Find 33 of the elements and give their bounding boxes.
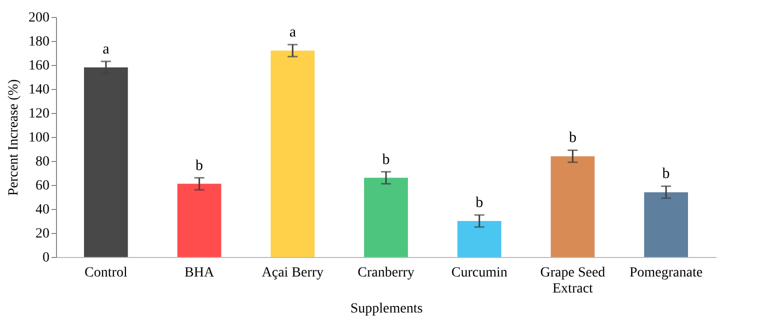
x-tick-label: Açai Berry — [262, 266, 324, 280]
annotation: b — [568, 130, 576, 146]
annotation: b — [662, 166, 670, 182]
bar — [364, 178, 408, 257]
x-tick-label: Curcumin — [451, 266, 508, 280]
x-tick-label: Cranberry — [358, 266, 414, 280]
y-tick-label: 200 — [28, 10, 50, 26]
y-tick-label: 80 — [36, 154, 50, 170]
annotation: a — [102, 41, 110, 58]
y-tick-label: 160 — [28, 58, 50, 74]
y-tick-label: 60 — [36, 178, 50, 194]
annotation: b — [476, 195, 484, 211]
annotation: b — [382, 152, 390, 168]
x-axis-title: Supplements — [350, 302, 423, 316]
bar — [457, 221, 502, 257]
y-axis-title: Percent Increase (%) — [6, 78, 22, 196]
y-tick-label: 140 — [28, 82, 50, 98]
y-tick-label: 120 — [28, 106, 50, 122]
bar — [550, 156, 595, 257]
x-tick-label: Control — [84, 266, 128, 280]
y-tick-label: 40 — [36, 202, 50, 218]
bar — [177, 184, 222, 257]
y-tick-label: 180 — [28, 34, 50, 50]
y-tick-label: 100 — [28, 130, 50, 146]
annotation: a — [289, 24, 296, 41]
x-tick-label: Pomegranate — [630, 266, 703, 280]
x-tick-label: Grape Seed Extract — [540, 266, 606, 296]
x-tick-label: BHA — [184, 266, 215, 280]
y-tick-label: 20 — [36, 226, 50, 242]
bar — [644, 192, 688, 257]
bar — [270, 50, 315, 257]
annotation: b — [196, 158, 204, 174]
y-tick-label: 0 — [42, 250, 50, 266]
